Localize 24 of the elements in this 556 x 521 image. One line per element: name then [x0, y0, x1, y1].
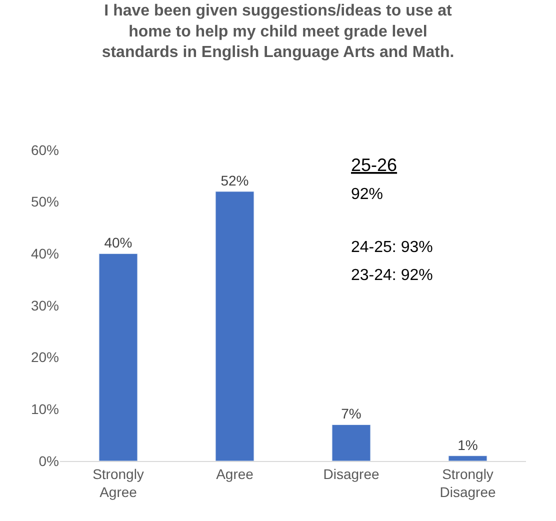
annotation: 92% — [351, 186, 384, 203]
y-tick-label: 30% — [30, 297, 59, 314]
bar — [98, 253, 138, 461]
x-tick-label: Strongly Disagree — [440, 466, 496, 500]
x-tick-label: Strongly Agree — [92, 466, 144, 500]
bar — [332, 424, 371, 461]
bar — [215, 191, 254, 461]
chart-title: I have been given suggestions/ideas to use at home to help my child meet grade level standards in English Language Arts and Math. — [102, 2, 454, 62]
x-tick-label: Disagree — [323, 466, 380, 482]
annotation: 23-24: 92% — [351, 267, 433, 284]
bar — [448, 456, 488, 461]
y-tick-label: 10% — [30, 401, 59, 418]
data-label: 1% — [458, 436, 478, 453]
y-tick-label: 60% — [30, 142, 59, 158]
annotation: 24-25: 93% — [351, 239, 433, 256]
y-tick-label: 0% — [38, 452, 59, 469]
y-tick-label: 50% — [30, 194, 59, 210]
annotation: 25-26 — [351, 155, 398, 175]
data-label: 52% — [220, 172, 249, 188]
data-label: 40% — [104, 234, 132, 251]
data-label: 7% — [341, 406, 362, 422]
x-tick-label: Agree — [216, 466, 254, 482]
y-tick-label: 20% — [30, 349, 59, 366]
y-tick-label: 40% — [30, 246, 59, 262]
